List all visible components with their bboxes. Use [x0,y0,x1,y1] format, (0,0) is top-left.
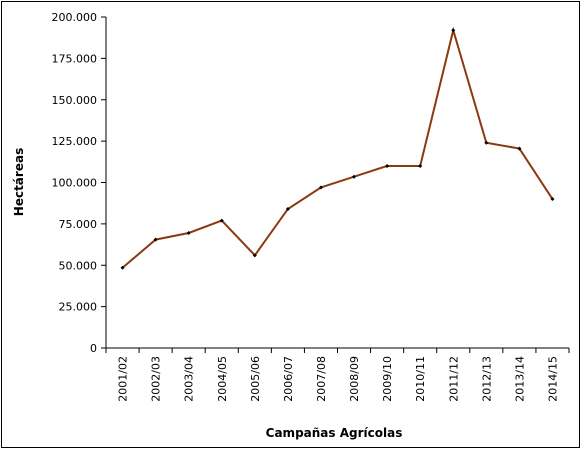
data-point [550,197,555,202]
y-tick-label: 150.000 [52,94,98,107]
y-tick-label: 0 [90,342,97,355]
y-tick-label: 175.000 [52,52,98,65]
series-group [120,26,555,270]
y-tick-label: 75.000 [59,218,98,231]
data-point [318,185,323,190]
x-tick-label: 2014/15 [546,356,559,402]
data-point [418,163,423,168]
x-tick-label: 2010/11 [414,356,427,402]
x-axis-title: Campañas Agrícolas [266,426,403,440]
x-tick-label: 2008/09 [348,356,361,402]
y-axis-title: Hectáreas [12,148,26,216]
x-tick-label: 2004/05 [216,356,229,402]
data-point [252,253,257,258]
x-tick-label: 2005/06 [249,356,262,402]
data-point [385,163,390,168]
data-point [517,146,522,151]
y-tick-label: 125.000 [52,135,98,148]
y-axis: 0 25.000 50.000 75.000 100.000 125.000 150.000… [52,11,107,355]
data-point [451,28,456,33]
x-tick-label: 2002/03 [150,356,163,402]
x-tick-label: 2011/12 [447,356,460,402]
x-tick-label: 2012/13 [480,356,493,402]
data-point [484,140,489,145]
data-point [285,206,290,211]
data-point [219,218,224,223]
x-tick-label: 2007/08 [315,356,328,402]
data-point [186,230,191,235]
x-tick-label: 2009/10 [381,356,394,402]
x-tick-label: 2006/07 [282,356,295,402]
y-tick-label: 100.000 [52,177,98,190]
x-axis: 2001/02 2002/03 2003/04 2004/05 2005/06 2006/… [105,347,570,402]
series-line [121,26,554,269]
x-tick-label: 2003/04 [183,356,196,402]
data-point [153,237,158,242]
x-tick-label: 2001/02 [117,356,130,402]
data-point [352,174,357,179]
y-tick-label: 25.000 [59,301,98,314]
y-tick-label: 200.000 [52,11,98,24]
x-tick-label: 2013/14 [513,356,526,402]
data-point [120,265,125,270]
y-tick-label: 50.000 [59,259,98,272]
